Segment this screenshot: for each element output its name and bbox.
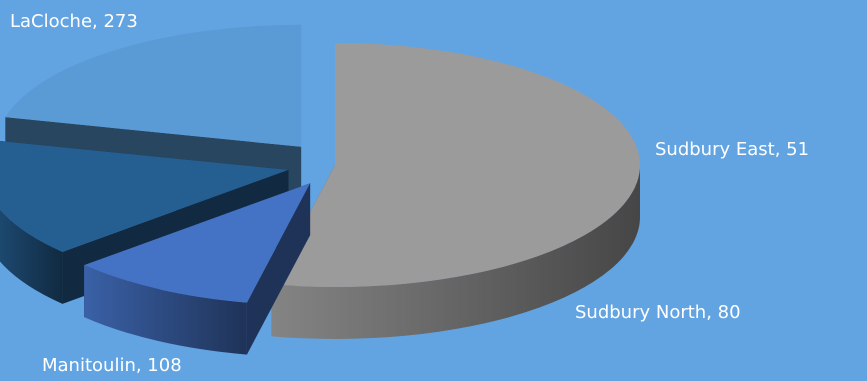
pie-slice-top: [84, 183, 311, 303]
pie-slice-lacloche: [271, 43, 641, 339]
pie-slice-side: [84, 265, 247, 355]
pie-slice-side: [0, 209, 63, 304]
pie-labels: LaCloche, 273 Sudbury East, 51 Sudbury Nor…: [10, 11, 809, 376]
pie-slice-top: [271, 43, 641, 287]
data-label-sudbury-east: Sudbury East, 51: [655, 139, 809, 160]
data-label-lacloche: LaCloche, 273: [10, 11, 138, 32]
pie-slice-top: [0, 140, 289, 252]
data-label-manitoulin: Manitoulin, 108: [42, 355, 182, 376]
data-label-sudbury-north: Sudbury North, 80: [575, 302, 741, 323]
pie-slice-side: [271, 165, 640, 339]
pie-slice-sudbury-east: [84, 183, 311, 355]
pie-slice-top: [5, 24, 302, 147]
pie-slices: [0, 24, 641, 355]
